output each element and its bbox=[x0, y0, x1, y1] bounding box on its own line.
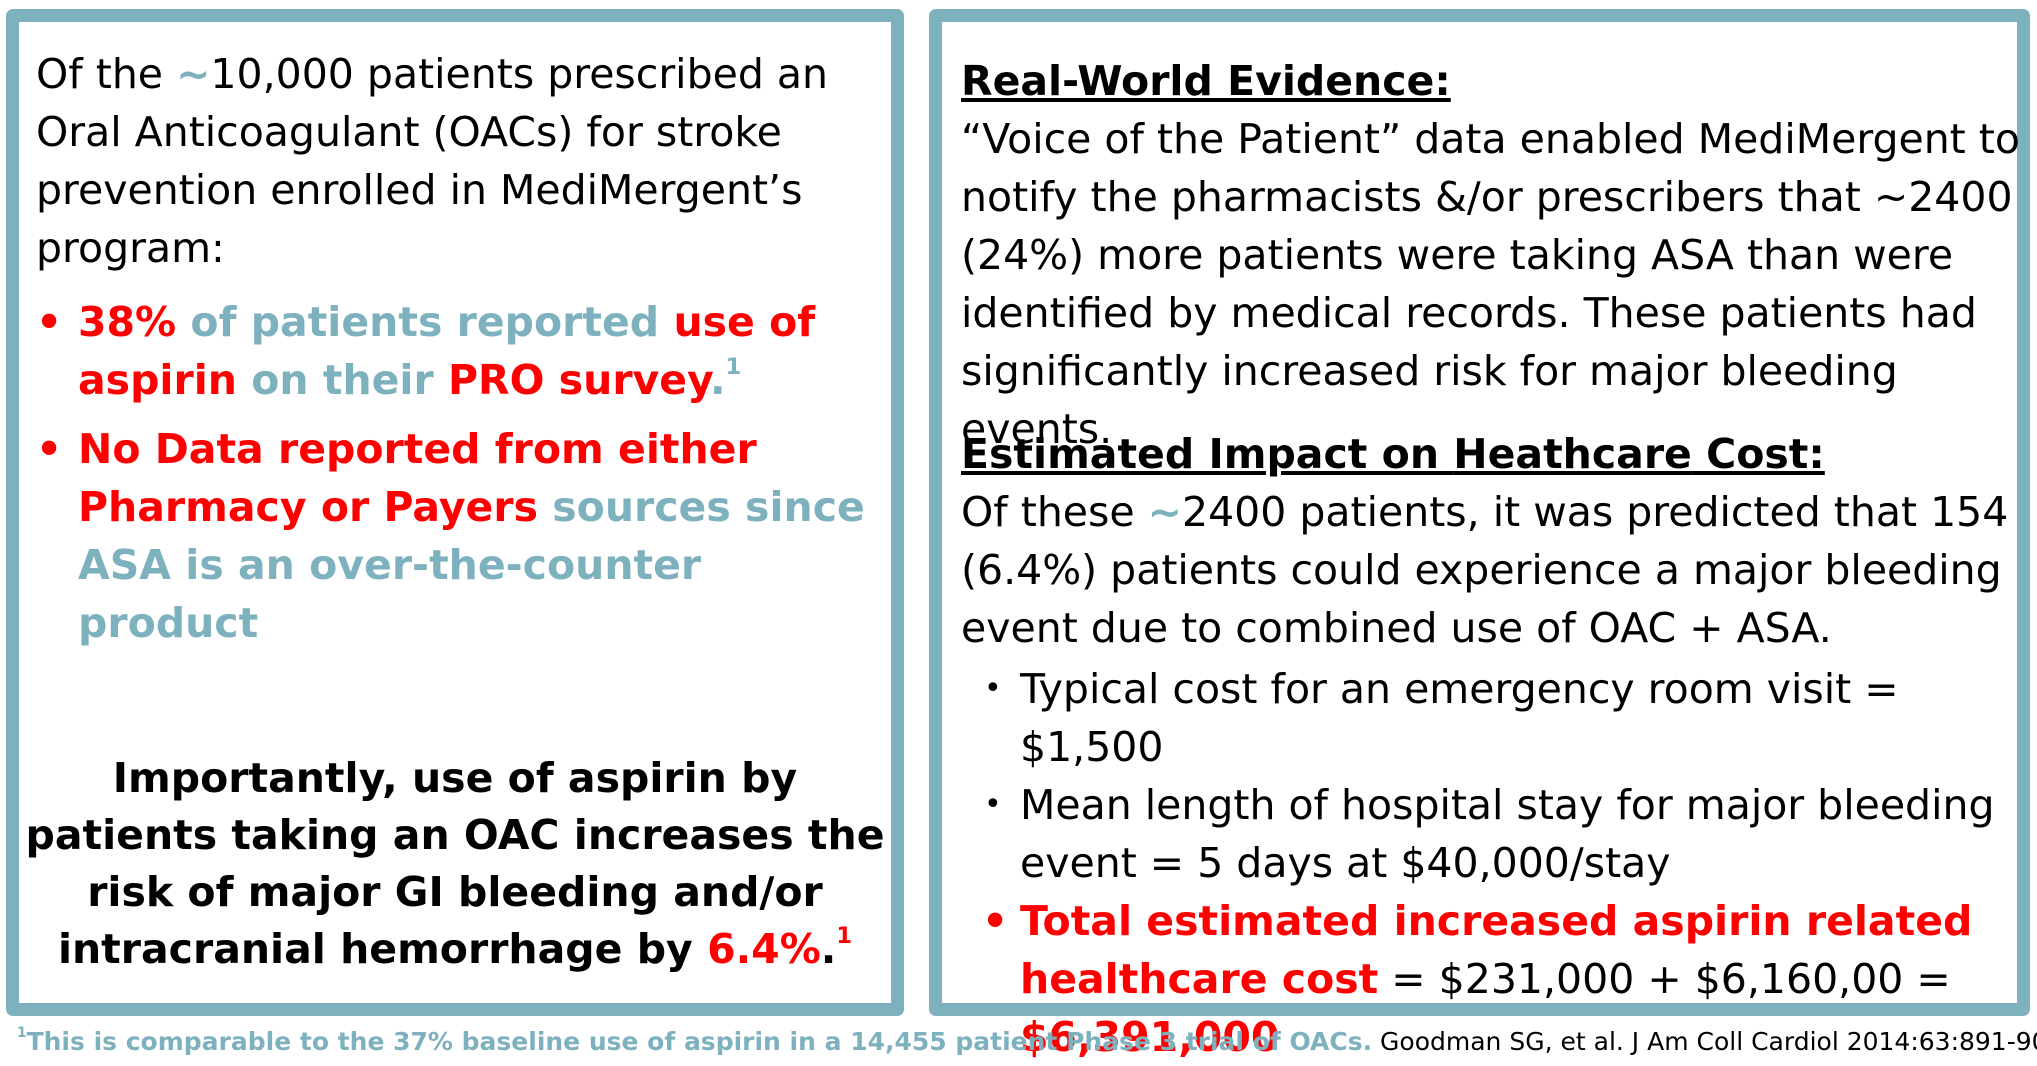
left-panel: Of the ~10,000 patients prescribed an Or… bbox=[6, 9, 904, 1016]
no-data-bullet: • No Data reported from either Pharmacy o… bbox=[36, 420, 886, 652]
bullet-icon: • bbox=[36, 425, 63, 473]
footnote-text: This is comparable to the 37% baseline u… bbox=[26, 1027, 1373, 1056]
total-amount: $6,391,000 bbox=[1020, 1013, 1280, 1061]
footnote-marker: 1 bbox=[17, 1025, 27, 1042]
intro-paragraph: Of the ~10,000 patients prescribed an Or… bbox=[36, 45, 876, 277]
bullet-text: sources since ASA is an over-the-counter… bbox=[78, 483, 865, 647]
right-panel: Real-World Evidence: “Voice of the Patie… bbox=[929, 9, 2030, 1061]
aspirin-use-bullet: • 38% of patients reported use of aspirin… bbox=[36, 293, 886, 409]
total-formula: = $231,000 + $6,160,00 = bbox=[1378, 955, 1951, 1003]
footnote-citation: Goodman SG, et al. J Am Coll Cardiol 201… bbox=[1372, 1027, 2037, 1056]
bullet-highlight: use of aspirin bbox=[78, 298, 816, 404]
bullet-highlight: PRO survey bbox=[447, 356, 711, 404]
bullet-icon: • bbox=[36, 298, 63, 346]
list-item: • Typical cost for an emergency room visi… bbox=[982, 660, 2002, 776]
body-text: Of these bbox=[961, 488, 1148, 536]
percent-value: 38% bbox=[78, 298, 177, 346]
bullet-text: Mean length of hospital stay for major b… bbox=[1020, 781, 1995, 887]
total-label: Total estimated increased aspirin relate… bbox=[1020, 897, 1973, 1003]
section-body: Of these ~2400 patients, it was predicte… bbox=[961, 483, 2021, 657]
bullet-icon: • bbox=[984, 787, 1002, 822]
list-item: • 38% of patients reported use of aspirin… bbox=[36, 293, 886, 409]
section-body: “Voice of the Patient” data enabled Medi… bbox=[961, 115, 2020, 453]
heading-part: Cost: bbox=[1691, 430, 1825, 478]
cost-bullets: • Typical cost for an emergency room visi… bbox=[982, 660, 2002, 1066]
list-item: • No Data reported from either Pharmacy o… bbox=[36, 420, 886, 652]
real-world-evidence-section: Real-World Evidence: “Voice of the Patie… bbox=[961, 52, 2021, 458]
list-item: • Total estimated increased aspirin relat… bbox=[982, 892, 2002, 1066]
section-heading: Estimated Impact on Heathcare Cost: bbox=[961, 425, 2021, 483]
section-heading: Real-World Evidence: bbox=[961, 57, 1451, 105]
tilde-mark: ~ bbox=[1147, 488, 1183, 536]
bullet-text: . bbox=[710, 356, 726, 404]
tilde-mark: ~ bbox=[176, 50, 211, 98]
heading-part: Heathcare bbox=[1453, 430, 1692, 478]
bullet-icon: • bbox=[984, 671, 1002, 706]
heading-part: Estimated Impact on bbox=[961, 430, 1454, 478]
bullet-text: on their bbox=[236, 356, 448, 404]
footnote-marker: 1 bbox=[725, 353, 742, 380]
bullet-text: of patients reported bbox=[176, 298, 674, 346]
bullet-icon: • bbox=[982, 897, 1009, 945]
bullet-text: Typical cost for an emergency room visit… bbox=[1020, 665, 1899, 771]
conclusion-end: . bbox=[820, 925, 837, 973]
conclusion-text: Importantly, use of aspirin by patients … bbox=[25, 754, 885, 973]
percent-value: 6.4% bbox=[707, 925, 821, 973]
bullet-highlight: No Data reported from either Pharmacy or… bbox=[78, 425, 757, 531]
list-item: • Mean length of hospital stay for major … bbox=[982, 776, 2002, 892]
footnote-marker: 1 bbox=[836, 922, 853, 949]
footnote: 1This is comparable to the 37% baseline … bbox=[17, 1024, 2037, 1060]
impact-section: Estimated Impact on Heathcare Cost: Of t… bbox=[961, 425, 2021, 657]
conclusion-statement: Importantly, use of aspirin by patients … bbox=[19, 750, 891, 978]
intro-text-cont: 10,000 patients prescribed an Oral Antic… bbox=[36, 50, 828, 272]
body-text: 2400 patients, it was predicted that 154… bbox=[961, 488, 2009, 652]
intro-text: Of the bbox=[36, 50, 177, 98]
